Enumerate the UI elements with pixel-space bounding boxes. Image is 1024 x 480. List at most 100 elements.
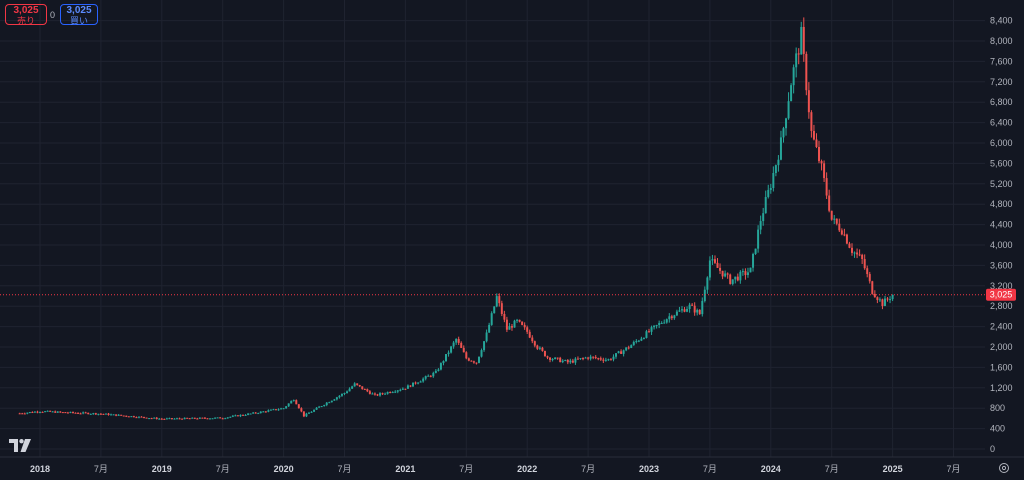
sell-button[interactable]: 3,025 売り — [5, 4, 47, 26]
candle-body — [193, 417, 196, 419]
spread-value: 0 — [50, 10, 56, 20]
candle-body — [754, 248, 757, 254]
candle-body — [691, 304, 694, 306]
candle-body — [176, 418, 179, 420]
candle-body — [28, 412, 31, 414]
candle-body — [39, 411, 41, 413]
candle-body — [472, 361, 475, 363]
x-tick-label: 2022 — [517, 464, 537, 474]
candle-body — [71, 411, 74, 413]
candle-body — [249, 413, 252, 415]
candle-body — [82, 412, 85, 414]
candle-body — [683, 309, 686, 312]
x-tick-label: 7月 — [216, 464, 230, 474]
x-tick-label: 2019 — [152, 464, 172, 474]
candle-body — [818, 146, 821, 162]
candle-body — [439, 363, 442, 370]
candle-body — [120, 414, 123, 416]
candle-body — [485, 332, 488, 342]
candle-body — [749, 267, 752, 273]
candle-body — [475, 362, 478, 364]
candle-body — [881, 299, 884, 307]
candle-body — [531, 337, 534, 342]
candle-body — [597, 358, 600, 360]
candle-body — [688, 304, 691, 310]
candle-body — [178, 418, 181, 420]
candle-body — [272, 409, 275, 411]
grid-lines — [0, 0, 985, 457]
buy-button[interactable]: 3,025 買い — [60, 4, 98, 26]
candle-body — [686, 309, 689, 312]
candle-body — [498, 296, 501, 304]
candle-body — [774, 165, 777, 174]
price-axis[interactable]: 0 400 800 1,200 1,600 2,000 2,400 2,800 3,200 3,6… — [990, 16, 1013, 454]
candle-body — [115, 414, 118, 416]
y-tick-label: 400 — [990, 424, 1005, 434]
candle-body — [838, 223, 841, 231]
candle-body — [216, 417, 219, 419]
y-tick-label: 2,400 — [990, 322, 1013, 332]
candle-body — [130, 416, 133, 418]
tradingview-logo-icon[interactable] — [9, 439, 31, 452]
candle-body — [384, 393, 387, 395]
time-axis[interactable]: 2018 7月 2019 7月 2020 7月 2021 7月 2022 7月 2023 7月 2024… — [0, 456, 1024, 474]
candle-body — [191, 417, 194, 419]
candle-body — [297, 404, 300, 409]
candle-body — [277, 409, 280, 411]
candle-body — [432, 372, 435, 377]
candle-body — [513, 320, 516, 328]
candle-body — [711, 259, 714, 261]
candle-body — [561, 360, 564, 363]
candle-body — [445, 354, 447, 362]
candle-body — [18, 413, 21, 415]
candle-body — [394, 391, 397, 393]
candle-body — [541, 347, 544, 351]
x-tick-label: 2024 — [761, 464, 781, 474]
candle-body — [708, 260, 711, 278]
candle-body — [23, 413, 26, 415]
candle-body — [412, 382, 415, 387]
candle-body — [729, 274, 732, 284]
candle-body — [419, 381, 422, 383]
candle-body — [490, 313, 493, 325]
candle-body — [274, 409, 277, 411]
candle-body — [264, 411, 267, 413]
candle-body — [777, 159, 780, 166]
candle-body — [89, 413, 92, 415]
candle-body — [56, 411, 59, 413]
candle-body — [325, 402, 328, 406]
candle-body — [302, 411, 305, 417]
candle-body — [807, 90, 810, 113]
candle-body — [186, 417, 189, 419]
candle-body — [668, 316, 671, 320]
candle-body — [287, 403, 290, 407]
candle-body — [767, 189, 770, 197]
candle-body — [153, 417, 156, 419]
candle-body — [460, 342, 463, 348]
candle-body — [673, 315, 676, 319]
candle-body — [820, 161, 823, 164]
candle-body — [391, 392, 394, 394]
y-tick-label: 2,000 — [990, 342, 1013, 352]
candle-body — [236, 415, 239, 417]
candle-body — [866, 268, 869, 275]
candle-body — [868, 274, 871, 282]
candle-body — [102, 413, 105, 415]
candle-body — [607, 359, 610, 361]
candle-body — [59, 411, 62, 413]
candle-body — [574, 358, 577, 363]
candle-body — [262, 411, 265, 413]
candle-body — [764, 196, 767, 214]
candle-body — [371, 393, 374, 395]
candle-body — [713, 259, 716, 263]
candle-body — [343, 392, 346, 394]
candle-body — [323, 405, 326, 407]
candle-body — [252, 412, 255, 414]
candle-body — [701, 300, 704, 315]
settings-gear-icon[interactable] — [998, 462, 1010, 474]
candle-body — [181, 418, 184, 420]
candle-body — [566, 360, 569, 363]
candle-body — [828, 195, 831, 211]
candle-body — [851, 247, 853, 253]
